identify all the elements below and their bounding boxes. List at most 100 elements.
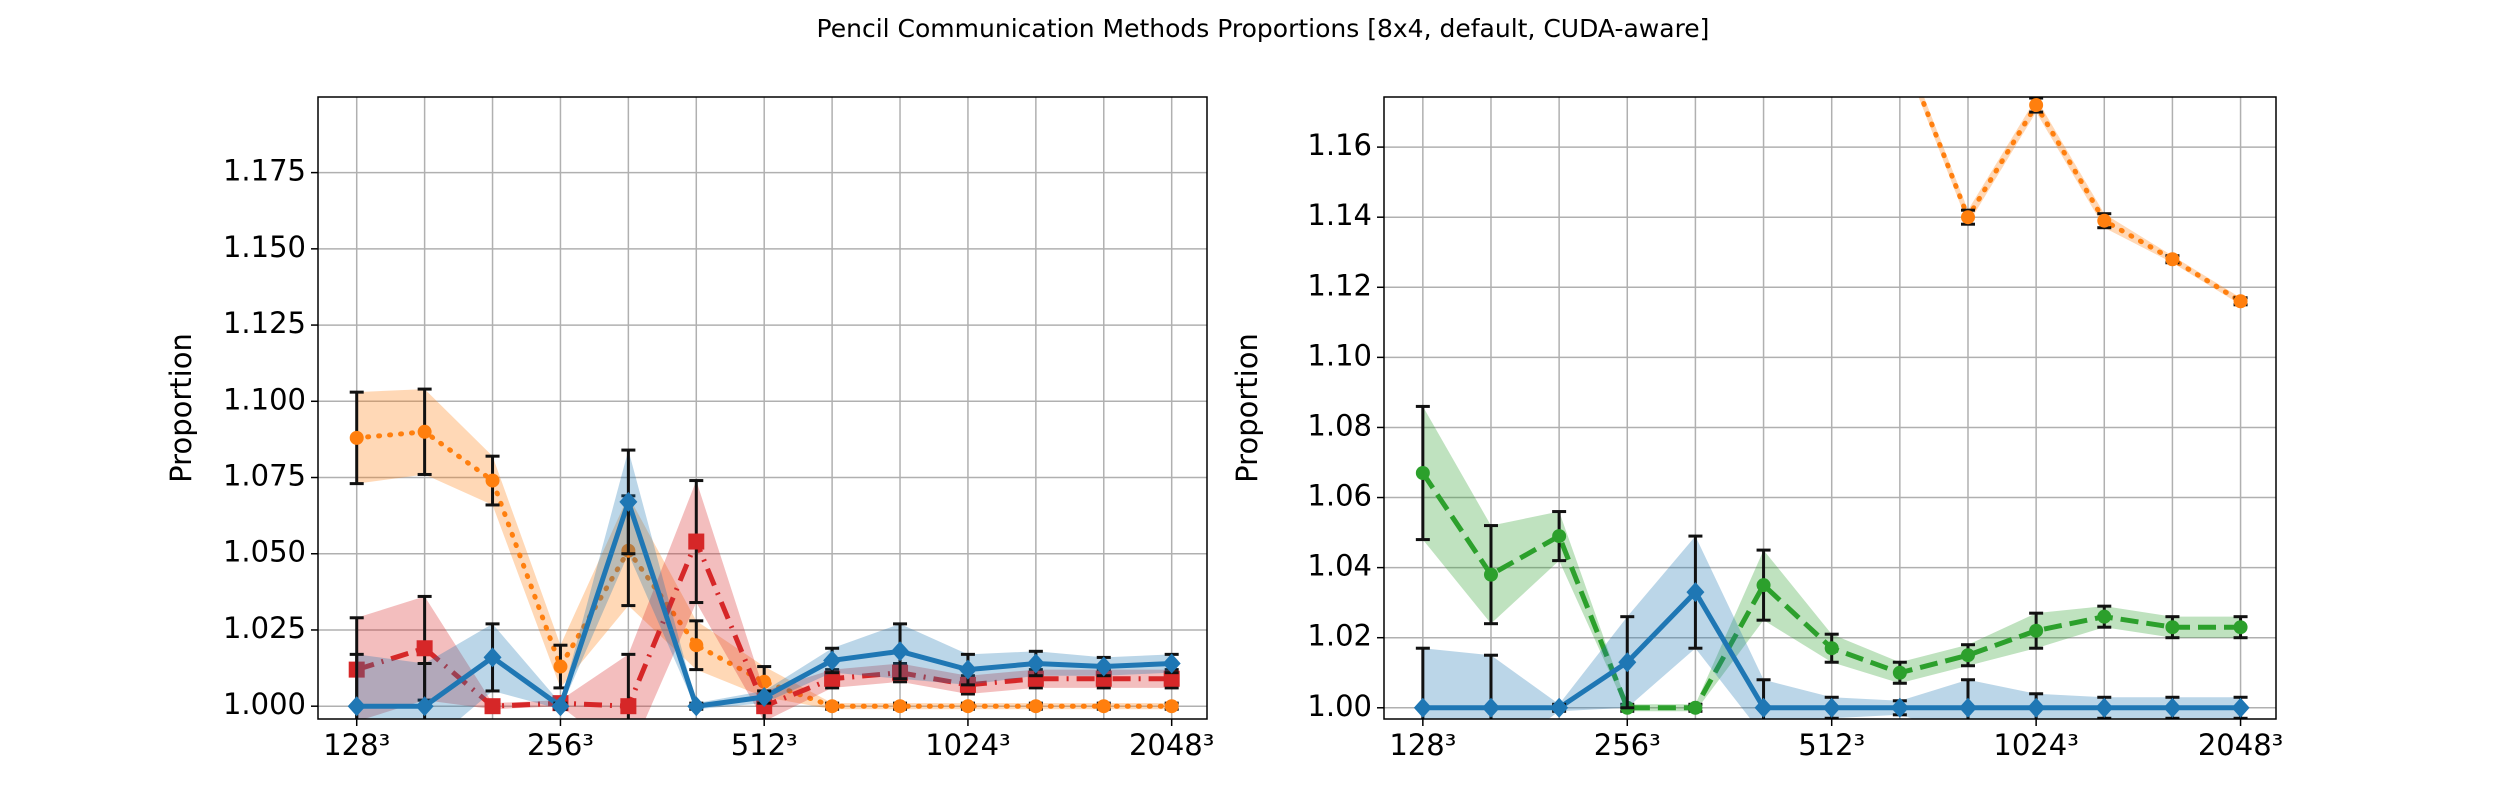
error-band (1918, 97, 2241, 305)
marker (1026, 653, 1045, 674)
marker (1686, 582, 1705, 603)
plot-area (347, 387, 1181, 719)
marker (485, 473, 500, 488)
marker (893, 699, 908, 714)
marker (2233, 620, 2248, 635)
plot-area (1413, 35, 2250, 719)
marker (1892, 665, 1907, 680)
marker (891, 641, 910, 662)
marker (1552, 529, 1567, 544)
x-tick-label: 512³ (1798, 728, 1865, 762)
marker (2029, 623, 2044, 638)
marker (1413, 697, 1432, 718)
axes-frame (1383, 96, 2277, 720)
marker (687, 696, 706, 717)
marker (1163, 670, 1180, 687)
marker (553, 659, 568, 674)
x-tick-label: 2048³ (2198, 728, 2283, 762)
marker (1483, 567, 1498, 582)
marker (1481, 697, 1500, 718)
marker (2095, 697, 2114, 718)
marker (1824, 641, 1839, 656)
marker (349, 430, 364, 445)
y-tick-label: 1.16 (1307, 128, 1372, 162)
y-tick-label: 1.04 (1307, 549, 1372, 583)
y-tick-label: 1.08 (1307, 408, 1372, 442)
error-band (356, 389, 1172, 710)
marker (1893, 35, 1907, 49)
x-tick-label: 1024³ (1993, 728, 2078, 762)
marker (825, 699, 840, 714)
y-tick-label: 1.050 (223, 535, 306, 569)
y-tick-label: 1.06 (1307, 479, 1372, 513)
y-tick-label: 1.150 (223, 230, 306, 264)
x-tick-label: 2048³ (1129, 728, 1214, 762)
series-line (1918, 97, 2244, 304)
x-tick-label: 256³ (1594, 728, 1661, 762)
y-tick-label: 1.00 (1307, 689, 1372, 723)
marker (1958, 697, 1977, 718)
marker (824, 670, 841, 687)
y-axis-label: Proportion (164, 333, 198, 483)
marker (484, 698, 501, 715)
error-bar (1893, 35, 1907, 49)
marker (2097, 609, 2112, 624)
marker (1756, 578, 1771, 593)
marker (2097, 213, 2112, 228)
y-axis-label: Proportion (1230, 333, 1264, 483)
marker (483, 647, 502, 668)
marker (620, 698, 637, 715)
y-tick-label: 1.175 (223, 154, 306, 188)
marker (2165, 252, 2180, 267)
marker (416, 640, 433, 657)
marker (1550, 697, 1569, 718)
y-tick-label: 1.12 (1307, 268, 1372, 302)
marker (755, 687, 774, 708)
marker (415, 696, 434, 717)
axes-frame (317, 96, 1208, 720)
marker (1164, 699, 1179, 714)
axes: 128³ 256³ 512³ 1024³ 2048³ 1.000 1.025 1.050 1.0… (164, 96, 1214, 762)
marker (1162, 653, 1181, 674)
x-tick-label: 1024³ (925, 728, 1010, 762)
figure-title: Pencil Communication Methods Proportions… (817, 14, 1710, 43)
marker (2165, 620, 2180, 635)
marker (347, 696, 366, 717)
marker (823, 650, 842, 671)
marker (417, 424, 432, 439)
x-tick-label: 128³ (323, 728, 390, 762)
y-tick-label: 1.02 (1307, 619, 1372, 653)
y-tick-label: 1.075 (223, 459, 306, 493)
marker (1094, 656, 1113, 677)
marker (1096, 699, 1111, 714)
error-band (356, 450, 1172, 719)
y-tick-label: 1.100 (223, 382, 306, 416)
y-tick-label: 1.125 (223, 306, 306, 340)
x-tick-label: 128³ (1389, 728, 1456, 762)
x-tick-label: 256³ (527, 728, 594, 762)
y-tick-label: 1.000 (223, 687, 306, 721)
marker (2231, 697, 2250, 718)
marker (1618, 652, 1637, 673)
x-tick-label: 512³ (731, 728, 798, 762)
y-tick-label: 1.14 (1307, 198, 1372, 232)
marker (1754, 697, 1773, 718)
marker (1960, 210, 1975, 225)
marker (1890, 697, 1909, 718)
y-tick-label: 1.10 (1307, 338, 1372, 372)
marker (2027, 697, 2046, 718)
marker (1822, 697, 1841, 718)
marker (1415, 466, 1430, 481)
marker (1028, 699, 1043, 714)
marker (757, 674, 772, 689)
marker (551, 696, 570, 717)
marker (2233, 294, 2248, 309)
marker (1960, 648, 1975, 663)
marker (1688, 700, 1703, 715)
marker (688, 533, 705, 550)
marker (958, 659, 977, 680)
marker (689, 638, 704, 653)
y-tick-label: 1.025 (223, 611, 306, 645)
marker (960, 699, 975, 714)
